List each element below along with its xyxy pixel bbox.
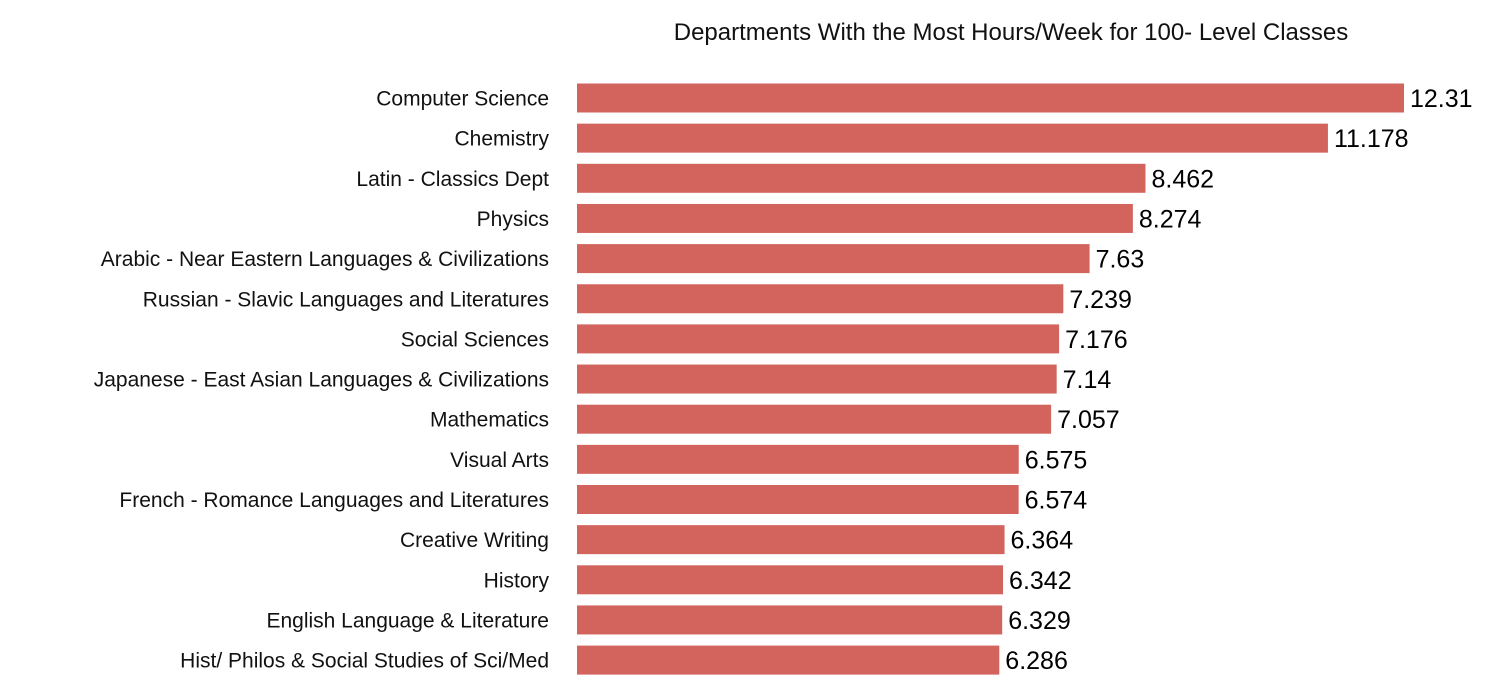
category-label: Arabic - Near Eastern Languages & Civili… — [101, 248, 549, 271]
bar — [577, 444, 1019, 474]
bar — [577, 123, 1328, 153]
category-label: Chemistry — [454, 128, 549, 151]
category-labels-layer: Computer Science Chemistry Latin - Classic… — [94, 88, 550, 673]
bar — [577, 605, 1003, 635]
category-label: Visual Arts — [450, 449, 549, 472]
data-label: 6.329 — [1008, 607, 1071, 635]
data-label: 7.239 — [1069, 286, 1132, 314]
bar — [577, 645, 1000, 675]
bar — [577, 565, 1004, 595]
data-label: 7.63 — [1096, 246, 1145, 274]
category-label: Mathematics — [430, 409, 549, 432]
data-label: 8.462 — [1151, 165, 1214, 193]
bar — [577, 525, 1005, 555]
data-label: 6.286 — [1005, 647, 1068, 675]
category-label: Russian - Slavic Languages and Literatur… — [143, 288, 549, 311]
data-label: 12.31 — [1410, 85, 1473, 113]
category-label: Latin - Classics Dept — [356, 168, 549, 191]
data-label: 6.574 — [1025, 487, 1088, 515]
data-label: 8.274 — [1139, 205, 1202, 233]
bar — [577, 284, 1064, 314]
bar — [577, 203, 1133, 233]
bar — [577, 244, 1090, 274]
category-label: Social Sciences — [401, 328, 549, 351]
category-label: Computer Science — [376, 88, 549, 111]
bar — [577, 485, 1019, 514]
category-label: French - Romance Languages and Literatur… — [119, 489, 549, 512]
category-label: History — [484, 569, 550, 592]
bars-layer — [577, 83, 1404, 675]
category-label: Hist/ Philos & Social Studies of Sci/Med — [180, 650, 549, 673]
bar — [577, 163, 1146, 193]
bar — [577, 324, 1060, 354]
data-label: 7.176 — [1065, 326, 1128, 354]
category-label: English Language & Literature — [266, 609, 549, 632]
data-label: 7.14 — [1063, 366, 1112, 394]
data-label: 11.178 — [1334, 125, 1409, 153]
data-label: 6.342 — [1009, 567, 1072, 595]
category-label: Japanese - East Asian Languages & Civili… — [94, 369, 549, 392]
category-label: Physics — [477, 208, 549, 231]
chart-title: Departments With the Most Hours/Week for… — [674, 19, 1348, 46]
data-label: 7.057 — [1057, 406, 1120, 434]
bar — [577, 364, 1057, 394]
data-label: 6.364 — [1011, 527, 1074, 555]
bar — [577, 404, 1052, 434]
data-label: 6.575 — [1025, 446, 1088, 474]
category-label: Creative Writing — [400, 529, 549, 552]
bar — [577, 83, 1404, 113]
